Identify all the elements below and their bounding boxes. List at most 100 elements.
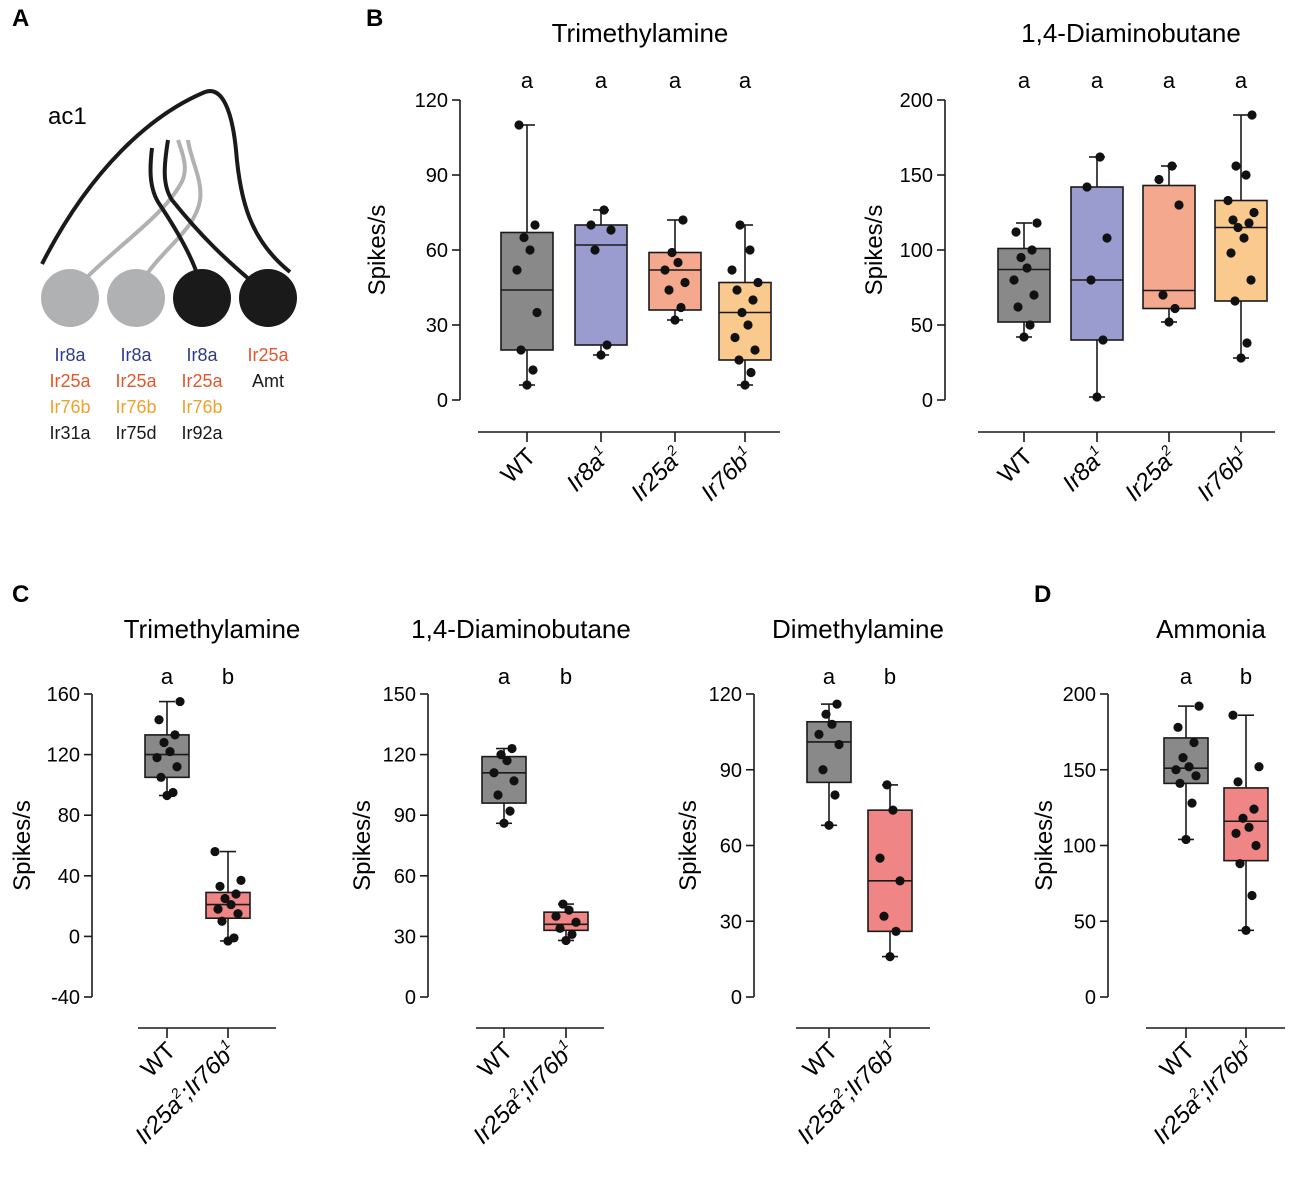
data-point [175,696,185,707]
y-tick-label: 0 [1085,987,1096,1009]
y-tick-label: 160 [47,684,80,706]
data-point [1228,215,1238,225]
y-tick-label: 60 [394,866,416,888]
data-point [1228,710,1238,720]
data-point [814,729,824,740]
y-axis-label: Spikes/s [1031,800,1058,891]
data-point [561,935,571,946]
box-WT [144,734,190,779]
y-tick-label: 0 [69,926,80,948]
significance-letter: a [669,68,682,93]
significance-letter: a [1091,68,1104,93]
panel-letter-c: C [12,581,29,608]
y-tick-label: 40 [58,866,80,888]
data-point [493,790,503,800]
y-tick-label: 150 [900,165,933,187]
data-point [1171,765,1181,775]
data-point [156,772,166,782]
receptor-label: Ir8a [186,345,218,365]
data-point [1249,207,1259,218]
data-point [734,355,744,365]
data-point [168,787,178,798]
data-point [1235,859,1245,869]
data-point [525,245,535,255]
data-point [159,737,169,748]
data-point [1239,233,1249,243]
data-point [821,709,831,719]
data-point [1244,218,1254,228]
data-point [1011,227,1021,237]
data-point [1241,170,1251,180]
data-point [499,818,509,828]
data-point [885,952,895,962]
data-point [233,909,243,919]
data-point [217,916,227,926]
data-point [1098,335,1108,345]
y-tick-label: 100 [1063,836,1096,858]
data-point [152,753,162,763]
box-Ir25a2 [1142,184,1196,310]
y-axis-label: Spikes/s [675,800,702,891]
y-tick-label: 90 [720,760,742,782]
chart-c-diaminobutane: 1,4-Diaminobutane 0 30 60 90 120 150 Spikes/s a W… [349,614,631,1149]
data-point [818,765,828,775]
data-point [1013,302,1023,312]
data-point [1016,252,1026,263]
y-tick-label: 60 [720,836,742,858]
chart-title: Trimethylamine [552,18,729,48]
y-tick-label: 200 [1063,684,1096,706]
chart-b-trimethylamine: Trimethylamine 0 30 60 90 120 Spikes/s a WT a Ir8a… [364,18,780,506]
y-tick-label: 0 [405,987,416,1009]
data-point [1029,290,1039,300]
data-point [1158,290,1168,300]
data-point [571,917,581,927]
x-category-label: Ir8a1 ​ [560,442,615,497]
data-point [832,699,842,709]
data-point [891,926,901,936]
receptor-label: Ir8a [120,345,152,365]
significance-letter: a [1235,68,1248,93]
sensillum-label: ac1 [48,103,87,130]
data-point [748,295,758,305]
receptor-label: Ir25a [115,371,157,391]
significance-letter: a [595,68,608,93]
x-category-label: WT [1155,1037,1201,1083]
data-point [1233,777,1243,787]
data-point [509,776,519,786]
panel-letter-d: D [1034,581,1051,608]
data-point [670,315,680,325]
neuron-body-3 [173,269,231,327]
data-point [1175,778,1185,788]
data-point [1102,233,1112,243]
data-point [590,245,600,255]
data-point [1230,296,1240,306]
data-point [1095,152,1105,162]
significance-letter: a [1180,664,1193,689]
chart-c-trimethylamine: Trimethylamine -40 0 40 80 120 160 Spikes/s a WT b… [9,614,300,1149]
receptor-label: Ir75d [115,423,156,443]
data-point [170,730,180,740]
data-point [1032,218,1042,228]
data-point [1181,834,1191,845]
y-tick-label: 30 [394,926,416,948]
significance-letter: a [161,664,174,689]
data-point [1231,161,1241,171]
receptor-label: Ir25a [247,345,289,365]
receptor-label: Ir76b [49,397,90,417]
data-point [231,889,241,899]
data-point [1173,722,1183,732]
data-point [519,232,529,243]
x-category-label: WT [136,1037,182,1083]
data-point [745,245,755,255]
data-point [551,911,561,921]
x-category-label: WT [993,443,1039,489]
data-point [1238,813,1248,823]
data-point [1191,771,1201,781]
y-tick-label: 60 [426,240,448,262]
y-tick-label: 150 [383,684,416,706]
data-point [489,768,499,778]
significance-letter: b [1240,664,1252,689]
box-Ir25a2;Ir76b1 [867,809,913,933]
significance-letter: a [498,664,511,689]
